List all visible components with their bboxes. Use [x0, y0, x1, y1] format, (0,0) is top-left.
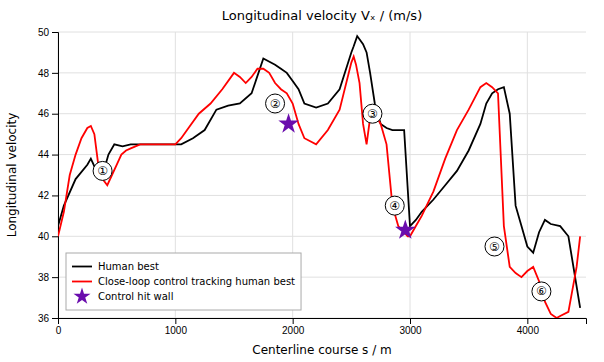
- grid-line: [58, 195, 586, 196]
- axis-domain: [52, 33, 59, 319]
- annotation-text: ⑥: [536, 284, 547, 298]
- legend-label: Close-loop control tracking human best: [98, 276, 295, 287]
- annotation-circle: [485, 237, 504, 256]
- tick-label: 36: [38, 313, 50, 324]
- tick-mark: [175, 318, 176, 324]
- tick-label: 4000: [517, 325, 540, 336]
- x-tick: 4000: [517, 318, 540, 336]
- x-tick: 1000: [165, 318, 188, 336]
- point: [278, 113, 298, 132]
- y-tick: 48: [38, 68, 58, 79]
- annotation: ②: [266, 94, 285, 113]
- tick-label: 38: [38, 272, 50, 283]
- annotation-circle: [532, 282, 551, 301]
- tick-label: 1000: [165, 325, 188, 336]
- tick-label: 42: [38, 190, 50, 201]
- tick-label: 2000: [282, 325, 305, 336]
- legend-label: Human best: [98, 261, 159, 272]
- tick-label: 44: [38, 149, 50, 160]
- y-tick: 46: [38, 108, 58, 119]
- plot-area: [58, 36, 580, 318]
- tick-label: 3000: [399, 325, 422, 336]
- chart: 0 1000 2000 3000 4000 36 38 40 42 44 46 48 50 ① ② ③ ④ ⑤ ⑥ L…: [0, 0, 604, 362]
- legend-swatch: [72, 281, 92, 283]
- point: [395, 219, 415, 238]
- annotation: ①: [93, 161, 112, 180]
- grid: [58, 32, 586, 318]
- y-tick: 38: [38, 272, 58, 283]
- tick-mark: [410, 318, 411, 324]
- grid-line: [58, 236, 586, 237]
- legend: Human best Close-loop control tracking hu…: [66, 253, 301, 310]
- x-tick: 2000: [282, 318, 305, 336]
- tick-mark: [52, 114, 58, 115]
- annotation-circle: [266, 94, 285, 113]
- tick-mark: [293, 318, 294, 324]
- grid-line: [58, 72, 586, 73]
- annotation: ③: [363, 104, 382, 123]
- annotation-text: ③: [367, 107, 378, 121]
- legend-swatch: [72, 266, 92, 268]
- tick-mark: [527, 318, 528, 324]
- annotation-circle: [93, 161, 112, 180]
- grid-line: [410, 32, 411, 318]
- y-tick: 40: [38, 231, 58, 242]
- annotation: ⑥: [532, 282, 551, 301]
- annotation-text: ①: [97, 164, 108, 178]
- axis-domain: [59, 319, 587, 325]
- annotation-text: ④: [389, 199, 400, 213]
- tick-mark: [52, 73, 58, 74]
- annotation-text: ②: [270, 97, 281, 111]
- annotation-text: ⑤: [489, 240, 500, 254]
- tick-mark: [52, 277, 58, 278]
- tick-mark: [52, 32, 58, 33]
- tick-mark: [52, 236, 58, 237]
- y-tick: 44: [38, 149, 58, 160]
- grid-line: [58, 113, 586, 114]
- tick-mark: [52, 155, 58, 156]
- grid-line: [527, 32, 528, 318]
- legend-box: [66, 253, 301, 310]
- y-axis-title: Longitudinal velocity: [5, 113, 19, 238]
- title: Longitudinal velocity Vₓ / (m/s): [222, 8, 422, 23]
- tick-label: 46: [38, 108, 50, 119]
- x-tick: 3000: [399, 318, 422, 336]
- x-axis-title: Centerline course s / m: [252, 343, 391, 357]
- y-axis: 36 38 40 42 44 46 48 50: [38, 27, 59, 324]
- y-tick: 36: [38, 313, 58, 324]
- legend-swatch: [73, 288, 90, 304]
- grid-line: [58, 32, 586, 33]
- annotation: ⑤: [485, 237, 504, 256]
- annotation-circle: [363, 104, 382, 123]
- tick-mark: [52, 318, 58, 319]
- tick-label: 50: [38, 27, 50, 38]
- tick-label: 0: [56, 325, 62, 336]
- line: [58, 57, 580, 318]
- y-tick: 50: [38, 27, 58, 38]
- grid-line: [58, 154, 586, 155]
- legend-label: Control hit wall: [98, 291, 173, 302]
- x-tick: 0: [56, 318, 62, 336]
- annotation: ④: [385, 196, 404, 215]
- annotation-circle: [385, 196, 404, 215]
- y-tick: 42: [38, 190, 58, 201]
- tick-mark: [52, 195, 58, 196]
- x-axis: 0 1000 2000 3000 4000: [56, 318, 587, 336]
- tick-label: 48: [38, 68, 50, 79]
- tick-label: 40: [38, 231, 50, 242]
